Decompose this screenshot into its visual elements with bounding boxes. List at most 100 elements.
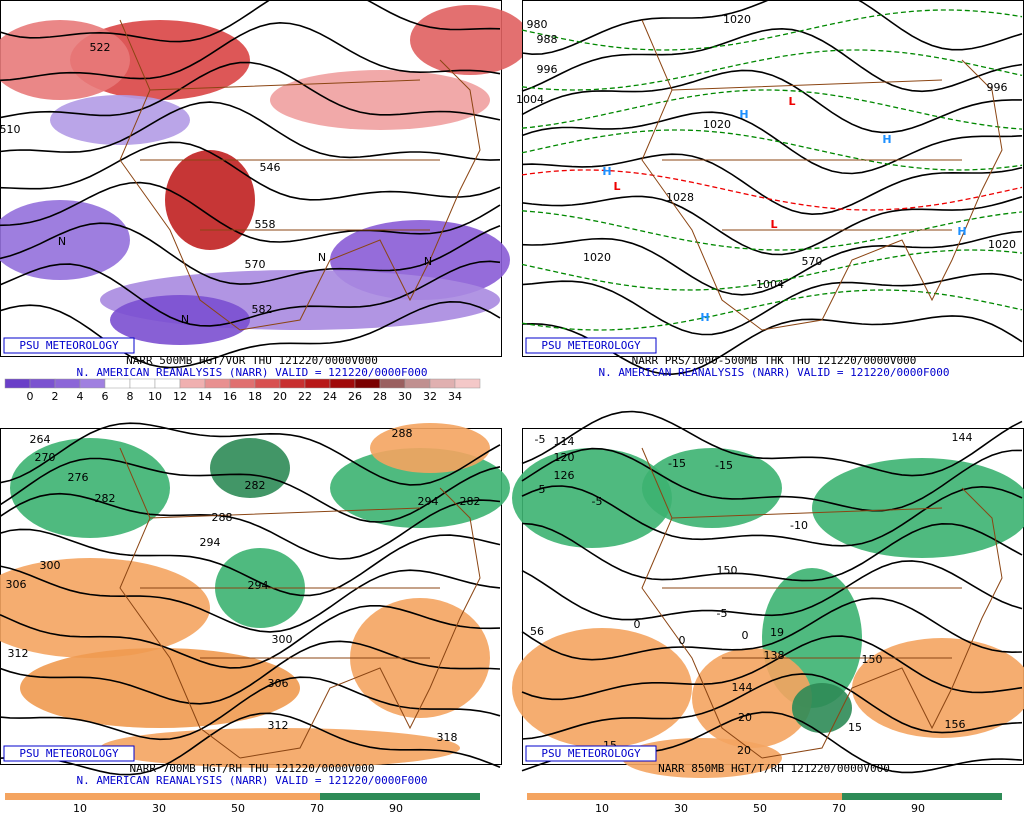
contour-line: [521, 485, 1023, 547]
contour-label: 1020: [583, 251, 611, 264]
contour-label: -5: [535, 483, 546, 496]
contour-label: 276: [68, 471, 89, 484]
contour-label: L: [770, 218, 777, 231]
map-panel: 980 988 996 1004 1020 1028 1020 1004 1020 1020 996…: [516, 0, 1024, 379]
contour-label: N: [424, 255, 432, 268]
colorbar-box: [354, 378, 381, 389]
contour-label: N: [181, 313, 189, 326]
contour-label: 312: [8, 647, 29, 660]
colorbar-label: 6: [102, 390, 109, 403]
colorbar-label: 90: [911, 802, 925, 815]
contour-label: 144: [732, 681, 753, 694]
shading: [0, 20, 130, 100]
colorbar-label: 16: [223, 390, 237, 403]
caption: N. AMERICAN REANALYSIS (NARR) VALID = 12…: [77, 774, 428, 787]
geography: [641, 19, 1003, 331]
contour-label: 0: [742, 629, 749, 642]
shading: [0, 558, 210, 658]
contour-label: 126: [554, 469, 575, 482]
contour-line: [0, 0, 501, 43]
colorbar-label: 4: [77, 390, 84, 403]
shading: [210, 438, 290, 498]
contour-label: 1004: [756, 278, 784, 291]
thickness-line: [521, 210, 1023, 251]
contour-line: [521, 111, 1023, 175]
contour-label: L: [788, 95, 795, 108]
geography: [119, 447, 481, 759]
contour-line: [0, 61, 501, 121]
shading: [852, 638, 1024, 738]
caption: NARR 700MB HGT/RH THU 121220/0000V000: [129, 762, 374, 775]
shading: [270, 70, 490, 130]
contour-label: 306: [268, 677, 289, 690]
colorbar-box: [79, 378, 106, 389]
contour-line: [521, 522, 1023, 582]
contour-line: [521, 0, 1023, 56]
contour-label: 1004: [516, 93, 544, 106]
colorbar-box: [304, 378, 331, 389]
contour-label: 570: [802, 255, 823, 268]
caption: N. AMERICAN REANALYSIS (NARR) VALID = 12…: [599, 366, 950, 379]
map-panel: -5 114 120 126 -5 -5 -15 -15 -10 -5 150 138 144 0 0 0 19…: [512, 410, 1024, 815]
colorbar-label: 50: [231, 802, 245, 815]
thickness-line: [521, 289, 1023, 331]
colorbar-label: 30: [152, 802, 166, 815]
colorbar-box: [154, 378, 181, 389]
contour-label: 546: [260, 161, 281, 174]
contour-line: [0, 141, 501, 201]
contour-line: [521, 560, 1023, 621]
contour-label: 150: [862, 653, 883, 666]
colorbar-box: [54, 378, 81, 389]
contour-line: [0, 300, 501, 369]
contour-label: -5: [535, 433, 546, 446]
badge-box: [3, 337, 135, 354]
caption: N. AMERICAN REANALYSIS (NARR) VALID = 12…: [77, 366, 428, 379]
shading: [642, 448, 782, 528]
colorbar-label: 18: [248, 390, 262, 403]
colorbar-label: 30: [398, 390, 412, 403]
contour-label: -5: [717, 607, 728, 620]
colorbar-label: 22: [298, 390, 312, 403]
colorbar-label: 10: [73, 802, 87, 815]
thickness-line: [521, 169, 1023, 211]
colorbar-box: [4, 378, 31, 389]
contour-label: 294: [200, 536, 221, 549]
shading: [165, 150, 255, 250]
contour-label: 282: [95, 492, 116, 505]
contour-label: -5: [592, 495, 603, 508]
contour-line: [521, 272, 1023, 336]
contour-line: [0, 492, 501, 560]
contour-label: 522: [90, 41, 111, 54]
badge: PSU METEOROLOGY: [19, 339, 119, 352]
contour-line: [521, 447, 1023, 512]
contour-label: -10: [790, 519, 808, 532]
shading: [110, 295, 250, 345]
badge: PSU METEOROLOGY: [19, 747, 119, 760]
colorbar-box: [179, 378, 206, 389]
thickness-line: [521, 49, 1023, 91]
shading: [792, 683, 852, 733]
colorbar-green: [842, 793, 1002, 800]
contour-label: 282: [245, 479, 266, 492]
contour-label: H: [602, 165, 611, 178]
colorbar-label: 24: [323, 390, 337, 403]
contour-line: [0, 101, 501, 161]
contour-line: [521, 69, 1022, 134]
shading: [20, 648, 300, 728]
contour-label: 318: [437, 731, 458, 744]
shading: [10, 438, 170, 538]
shading: [512, 628, 692, 748]
colorbar-label: 90: [389, 802, 403, 815]
contour-line: [521, 230, 1023, 296]
map-panel: 522 510 546 558 570 582 N N N N PSU METEOROLOGY NAR…: [0, 0, 530, 403]
contour-label: -15: [715, 459, 733, 472]
colorbar-box: [204, 378, 231, 389]
colorbar-orange: [5, 793, 320, 800]
shading: [50, 95, 190, 145]
contour-label: 144: [952, 431, 973, 444]
shading: [812, 458, 1024, 558]
contour-label: 0: [679, 634, 686, 647]
colorbar-box: [129, 378, 156, 389]
contour-label: 996: [537, 63, 558, 76]
